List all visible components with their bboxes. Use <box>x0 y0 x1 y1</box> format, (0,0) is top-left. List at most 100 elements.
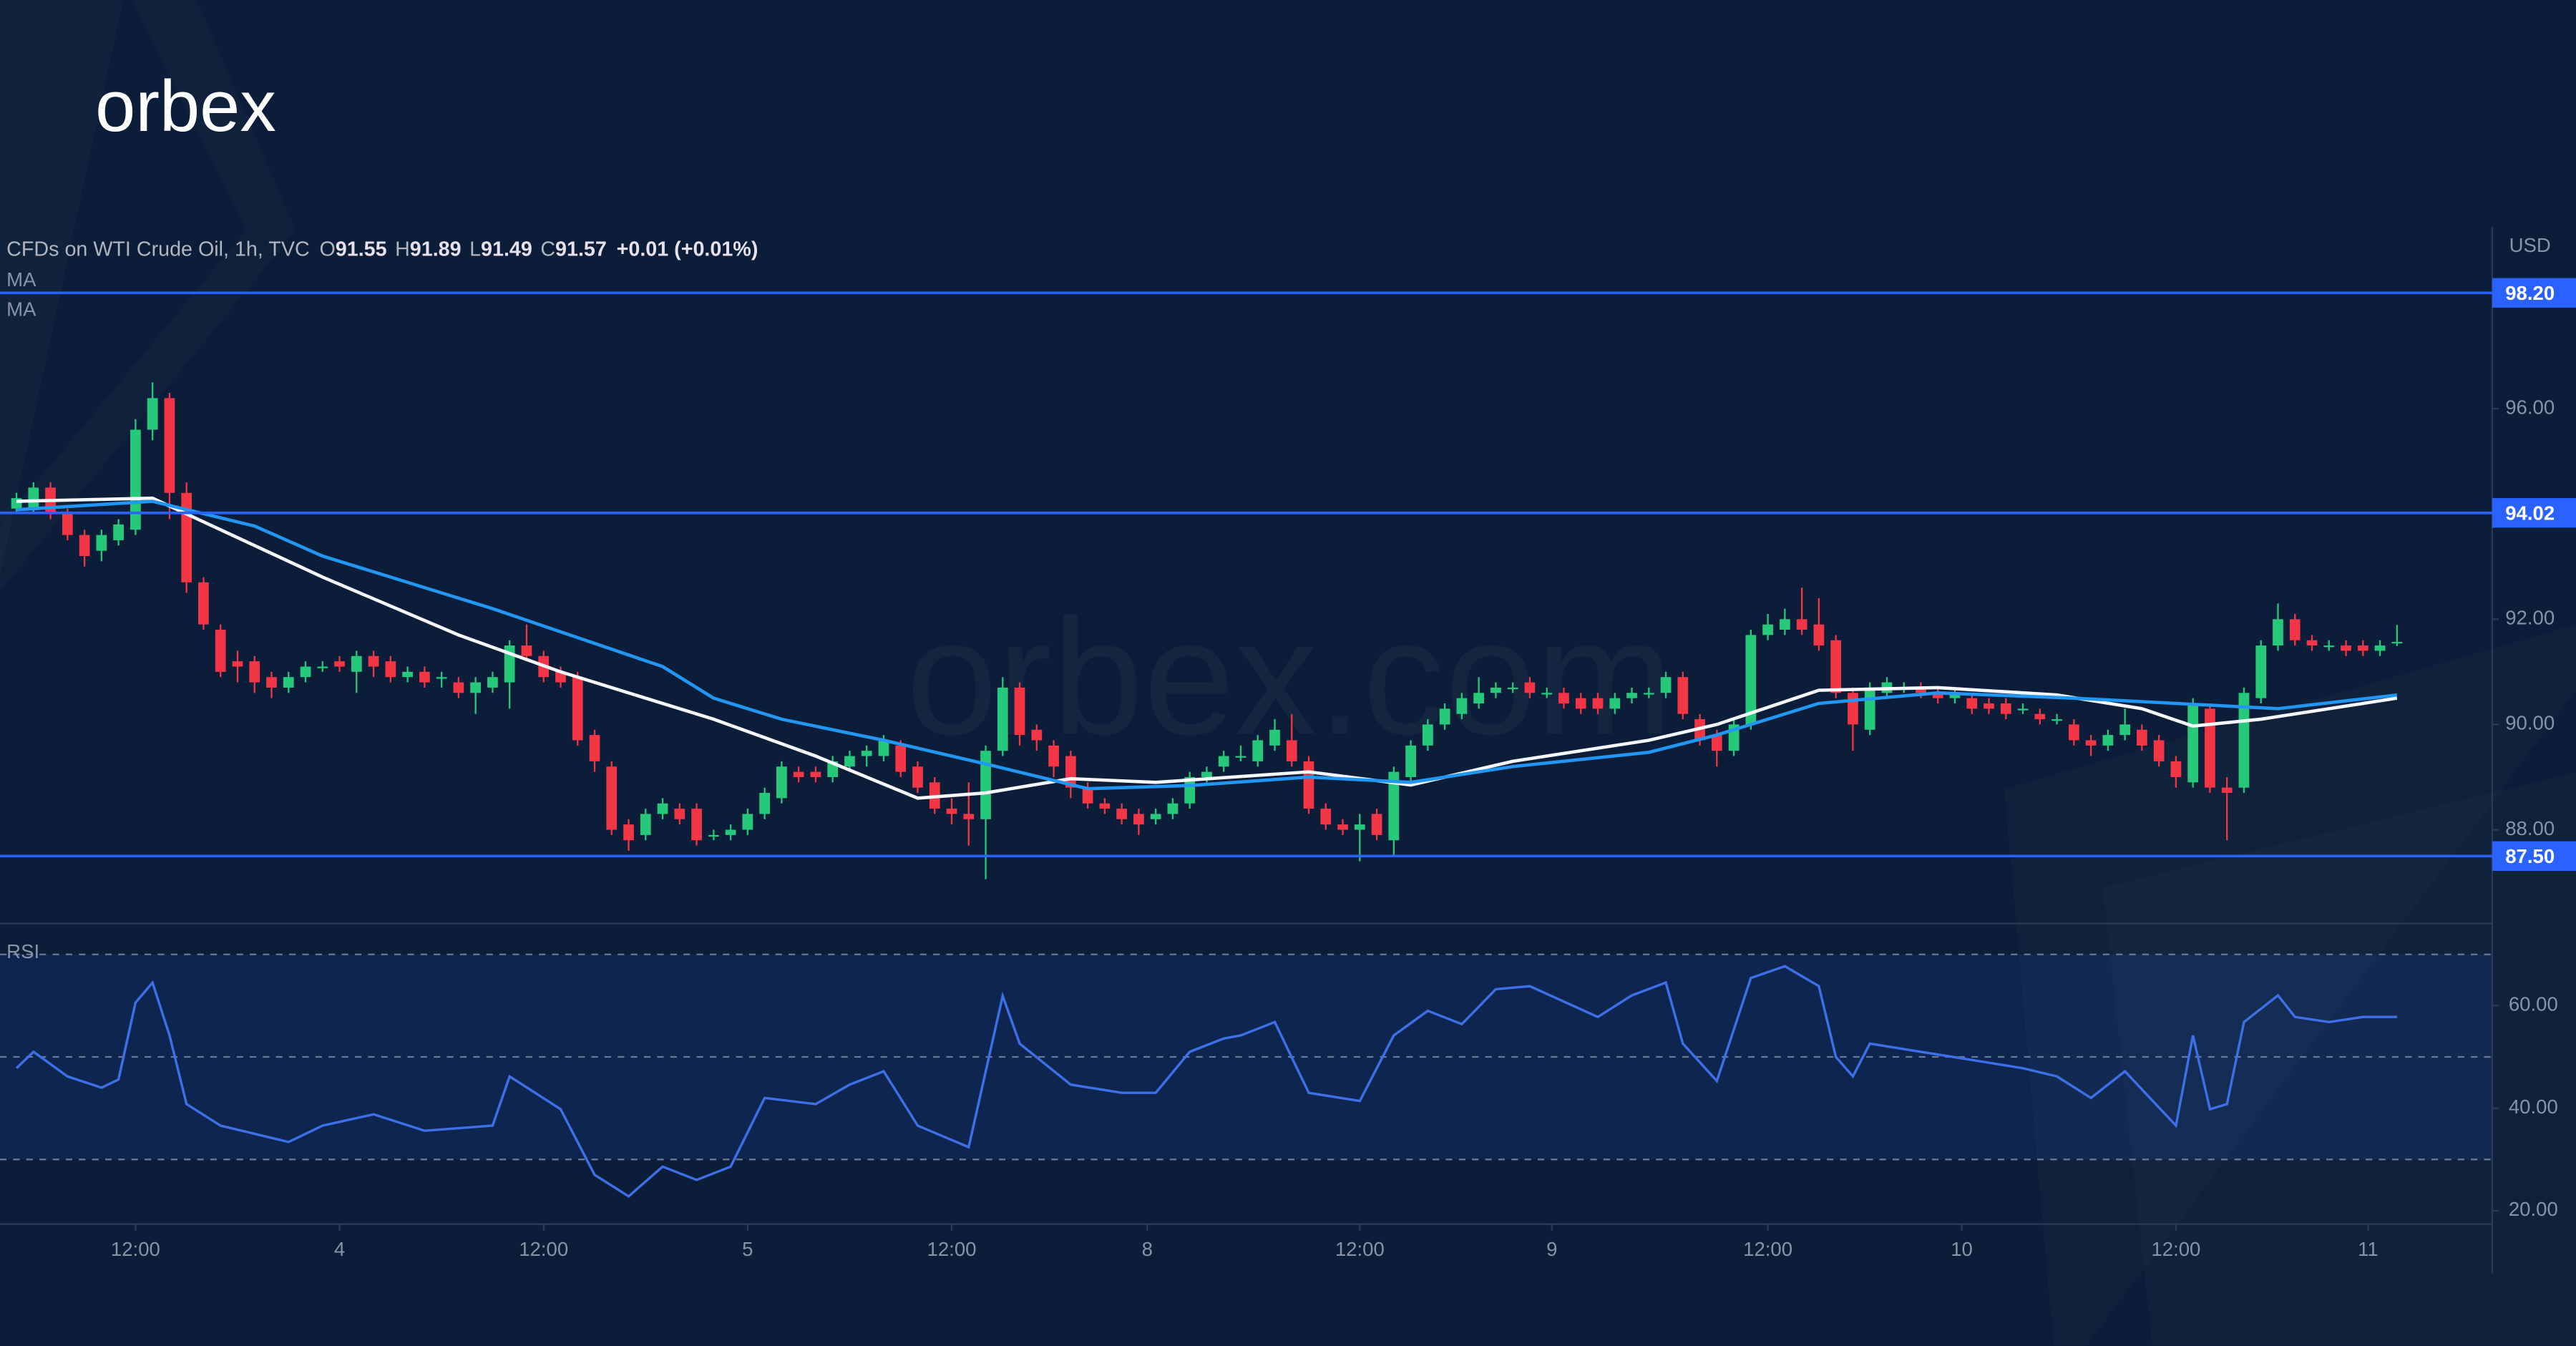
candle-body <box>963 814 975 819</box>
y-tick-label: 20.00 <box>2509 1198 2558 1220</box>
x-tick-label: 8 <box>1142 1238 1153 1260</box>
candle-body <box>147 398 158 430</box>
candle-body <box>28 487 39 509</box>
y-tick-label: 40.00 <box>2509 1096 2558 1118</box>
candle-body <box>1813 624 1825 646</box>
candle-body <box>2357 645 2368 651</box>
x-tick-label: 10 <box>1951 1238 1973 1260</box>
candle-body <box>351 655 362 672</box>
candle-body <box>1780 619 1790 630</box>
ohlc-label: C <box>540 238 555 260</box>
candle-body <box>895 745 907 772</box>
candle-body <box>623 824 634 841</box>
candle-body <box>1252 740 1264 761</box>
candle-body <box>1711 735 1722 751</box>
change: +0.01 (+0.01%) <box>617 238 758 260</box>
candle-body <box>725 829 736 835</box>
candle-body <box>1014 687 1025 736</box>
rsi-line <box>15 965 2397 1199</box>
candle-body <box>521 645 532 656</box>
candle-body <box>181 492 192 582</box>
candle-body <box>1405 745 1416 777</box>
ohlc-label: H <box>395 238 410 260</box>
y-tick-label: 96.00 <box>2505 396 2555 418</box>
candle-body <box>793 771 804 777</box>
candle-body <box>1354 824 1365 830</box>
candle-body <box>691 809 702 841</box>
y-tick-label: 90.00 <box>2505 712 2555 734</box>
y-tick-label: 88.00 <box>2505 817 2555 839</box>
candle-body <box>419 671 430 683</box>
candle-body <box>589 735 600 761</box>
candle-body <box>249 661 260 683</box>
candle-body <box>62 514 73 535</box>
candle-body <box>1218 756 1229 767</box>
candle-body <box>2017 708 2029 711</box>
level-label: 94.02 <box>2505 502 2555 524</box>
candle-body <box>2341 645 2351 651</box>
candle-body <box>2238 693 2250 788</box>
candle-body <box>164 398 175 493</box>
candle-body <box>1966 698 1978 709</box>
candle-body <box>2000 703 2011 714</box>
candle-body <box>1473 693 1485 703</box>
candle-body <box>2374 645 2386 651</box>
candle-body <box>1320 809 1332 825</box>
logo[interactable]: orbex <box>95 67 276 147</box>
candle-body <box>232 661 243 667</box>
candle-body <box>640 814 651 835</box>
candle-body <box>1932 693 1943 698</box>
currency: USD <box>2509 234 2551 256</box>
candle-body <box>2119 724 2130 736</box>
candle-body <box>487 677 498 688</box>
candle-body <box>1626 693 1637 698</box>
candle-body <box>572 677 583 741</box>
x-tick-label: 4 <box>334 1238 345 1260</box>
ohlc-value: 91.49 <box>481 238 532 260</box>
candle-body <box>1677 677 1689 714</box>
legend-entry: MA <box>6 268 36 291</box>
candle-body <box>266 677 277 688</box>
candle-body <box>79 535 90 557</box>
ohlc-value: 91.55 <box>336 238 387 260</box>
candle-body <box>453 682 464 693</box>
candle-body <box>1745 635 1757 725</box>
candle-body <box>1524 682 1536 693</box>
candle-body <box>1303 761 1314 809</box>
x-tick-label: 11 <box>2358 1238 2379 1260</box>
candle-body <box>1541 693 1553 695</box>
candle-body <box>2034 713 2046 720</box>
candle-body <box>1269 729 1280 746</box>
candle-body <box>215 630 226 672</box>
candle-body <box>674 809 686 819</box>
level-tag <box>2492 278 2576 308</box>
level-tag <box>2492 498 2576 528</box>
candle-body <box>555 671 566 683</box>
ohlc-value: 91.57 <box>555 238 607 260</box>
candle-body <box>283 677 294 688</box>
candle-body <box>317 666 328 668</box>
candle-body <box>1507 687 1518 690</box>
y-tick-label: 92.00 <box>2505 607 2555 629</box>
candle-body <box>1439 708 1450 725</box>
candle-body <box>470 682 482 693</box>
candle-body <box>810 771 821 777</box>
candle-body <box>385 661 396 678</box>
candle-body <box>1337 824 1348 830</box>
candle-body <box>1150 814 1161 819</box>
candle-body <box>2391 641 2403 644</box>
ohlc-value: 91.89 <box>410 238 462 260</box>
moving-average <box>16 499 2398 791</box>
x-tick-label: 12:00 <box>111 1238 160 1260</box>
candle-body <box>1422 724 1433 746</box>
candle-body <box>1286 740 1297 761</box>
candle-body <box>2137 729 2147 746</box>
level-label: 87.50 <box>2505 845 2555 867</box>
candle-body <box>1371 814 1382 835</box>
candle-body <box>2170 761 2182 777</box>
candle-body <box>1388 771 1400 841</box>
candle-body <box>402 671 413 678</box>
candle-body <box>878 740 889 756</box>
candle-body <box>1916 687 1926 693</box>
